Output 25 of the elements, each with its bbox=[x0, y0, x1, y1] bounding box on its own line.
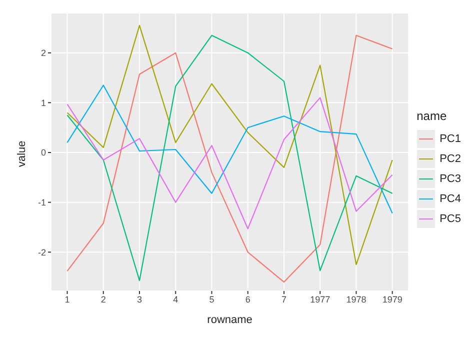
x-tick-label: 7 bbox=[281, 294, 286, 304]
legend-label: PC2 bbox=[440, 153, 461, 165]
legend-label: PC5 bbox=[440, 213, 461, 225]
legend-title: name bbox=[416, 109, 448, 123]
x-tick-label: 4 bbox=[173, 294, 178, 304]
x-tick-label: 2 bbox=[100, 294, 106, 304]
x-tick-label: 6 bbox=[245, 294, 250, 304]
y-tick-label: 0 bbox=[40, 148, 46, 158]
legend-label: PC1 bbox=[440, 133, 461, 145]
x-axis-title: rowname bbox=[207, 314, 252, 326]
line-series bbox=[66, 97, 393, 230]
x-tick-label: 1979 bbox=[382, 294, 402, 304]
line-series bbox=[66, 84, 393, 214]
x-tick-label: 1978 bbox=[346, 294, 366, 304]
y-tick-label: 2 bbox=[40, 48, 46, 58]
legend-label: PC3 bbox=[440, 173, 461, 185]
x-tick-label: 5 bbox=[209, 294, 214, 304]
y-tick-label: 1 bbox=[40, 98, 46, 108]
x-tick-label: 1 bbox=[64, 294, 70, 304]
x-tick-label: 3 bbox=[136, 294, 142, 304]
x-tick-label: 1977 bbox=[310, 294, 330, 304]
legend-label: PC4 bbox=[440, 193, 461, 205]
y-tick-label: -1 bbox=[38, 198, 46, 208]
y-tick-label: -2 bbox=[38, 247, 46, 258]
y-axis-title: value bbox=[16, 140, 28, 167]
